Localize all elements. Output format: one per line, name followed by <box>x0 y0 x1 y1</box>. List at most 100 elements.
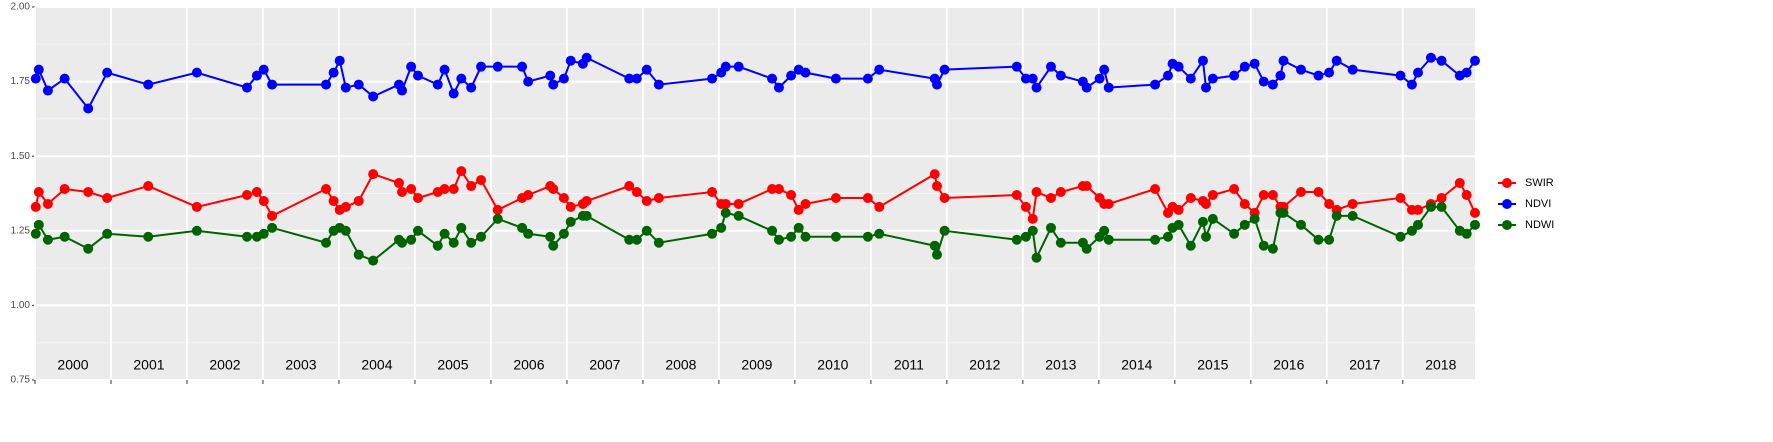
data-point <box>653 79 664 90</box>
year-label: 2006 <box>513 357 544 373</box>
data-point <box>242 231 253 242</box>
data-point <box>800 231 811 242</box>
data-point <box>492 204 503 215</box>
data-point <box>1229 228 1240 239</box>
data-point <box>1324 67 1335 78</box>
data-point <box>720 207 731 218</box>
data-point <box>1239 219 1250 230</box>
data-point <box>143 181 154 192</box>
data-point <box>1454 178 1465 189</box>
data-point <box>1436 201 1447 212</box>
data-point <box>1347 198 1358 209</box>
data-point <box>1020 231 1031 242</box>
data-point <box>581 210 592 221</box>
data-point <box>340 225 351 236</box>
data-point <box>340 82 351 93</box>
data-point <box>1099 64 1110 75</box>
data-point <box>492 213 503 224</box>
data-point <box>476 175 487 186</box>
data-point <box>432 79 443 90</box>
data-point <box>1027 225 1038 236</box>
data-point <box>33 187 44 198</box>
data-point <box>1331 210 1342 221</box>
data-point <box>1313 234 1324 245</box>
data-point <box>1395 70 1406 81</box>
data-point <box>340 201 351 212</box>
data-point <box>929 240 940 251</box>
data-point <box>1055 70 1066 81</box>
data-point <box>191 225 202 236</box>
data-point <box>793 204 804 215</box>
data-point <box>1103 82 1114 93</box>
y-tick-label: 1.00 <box>11 300 31 311</box>
data-point <box>1425 201 1436 212</box>
data-point <box>1470 207 1480 218</box>
data-point <box>466 237 477 248</box>
data-point <box>1081 181 1092 192</box>
data-point <box>267 210 278 221</box>
data-point <box>258 195 269 206</box>
data-point <box>321 79 332 90</box>
data-point <box>456 166 467 177</box>
year-label: 2016 <box>1273 357 1304 373</box>
data-point <box>830 192 841 203</box>
data-point <box>1200 231 1211 242</box>
data-point <box>565 201 576 212</box>
data-point <box>102 228 113 239</box>
data-point <box>397 237 408 248</box>
legend-label: NDWI <box>1525 219 1554 231</box>
data-point <box>786 231 797 242</box>
data-point <box>1470 219 1480 230</box>
data-point <box>773 82 784 93</box>
data-point <box>1413 219 1424 230</box>
data-point <box>466 82 477 93</box>
year-label: 2000 <box>57 357 88 373</box>
data-point <box>30 73 41 84</box>
data-point <box>1185 73 1196 84</box>
data-point <box>448 88 459 99</box>
data-point <box>397 187 408 198</box>
data-point <box>1313 187 1324 198</box>
data-point <box>862 231 873 242</box>
data-point <box>631 73 642 84</box>
data-point <box>773 234 784 245</box>
data-point <box>523 228 534 239</box>
data-point <box>439 64 450 75</box>
data-point <box>353 195 364 206</box>
data-point <box>1258 189 1269 200</box>
data-point <box>767 184 778 195</box>
data-point <box>1249 213 1260 224</box>
data-point <box>1425 52 1436 63</box>
data-point <box>258 228 269 239</box>
data-point <box>558 228 569 239</box>
year-label: 2005 <box>437 357 468 373</box>
data-point <box>1278 55 1289 66</box>
data-point <box>466 181 477 192</box>
data-point <box>83 103 94 114</box>
data-point <box>862 73 873 84</box>
data-point <box>1406 79 1417 90</box>
data-point <box>1011 61 1022 72</box>
data-point <box>830 231 841 242</box>
data-point <box>1200 198 1211 209</box>
y-tick-label: 1.25 <box>11 225 31 236</box>
data-point <box>1461 228 1472 239</box>
year-label: 2011 <box>894 357 924 373</box>
data-point <box>83 187 94 198</box>
data-point <box>334 55 345 66</box>
data-point <box>773 184 784 195</box>
data-point <box>42 198 53 209</box>
data-point <box>353 249 364 260</box>
data-point <box>1436 55 1447 66</box>
data-point <box>523 76 534 87</box>
data-point <box>59 73 70 84</box>
data-point <box>1324 234 1335 245</box>
data-point <box>143 231 154 242</box>
data-point <box>1173 219 1184 230</box>
data-point <box>1239 61 1250 72</box>
data-point <box>716 222 727 233</box>
data-point <box>102 192 113 203</box>
data-point <box>102 67 113 78</box>
data-point <box>624 234 635 245</box>
